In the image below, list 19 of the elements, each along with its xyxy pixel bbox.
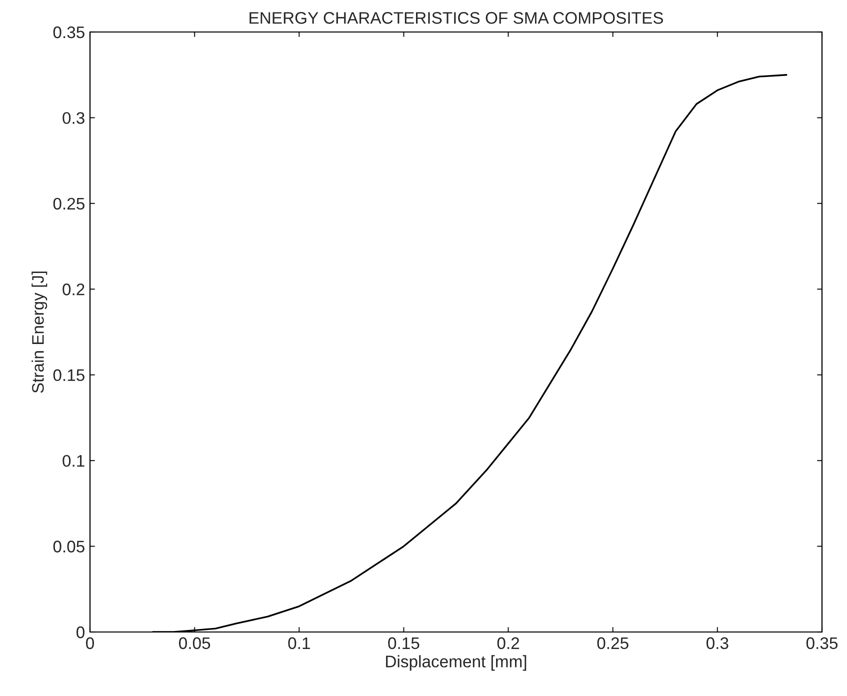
x-tick-label: 0.2 — [497, 637, 520, 650]
x-tick-label: 0.15 — [388, 637, 420, 650]
x-tick-label: 0.35 — [806, 637, 838, 650]
chart-title: ENERGY CHARACTERISTICS OF SMA COMPOSITES — [250, 12, 663, 24]
y-tick-label: 0.2 — [62, 284, 84, 296]
y-axis-title: Strain Energy [J] — [32, 272, 48, 393]
y-tick-label: 0.05 — [53, 540, 84, 552]
x-tick-label: 0.1 — [288, 637, 310, 650]
y-tick-label: 0.35 — [53, 26, 84, 38]
y-tick-label: 0.15 — [53, 369, 84, 382]
y-tick-label: 0.1 — [62, 454, 84, 467]
x-tick-label: 0.3 — [706, 637, 728, 650]
y-tick-label: 0 — [76, 626, 84, 638]
y-tick-label: 0.25 — [53, 198, 84, 210]
y-tick-label: 0.3 — [62, 112, 84, 124]
x-tick-label: 0 — [86, 637, 94, 650]
x-tick-label: 0.05 — [179, 637, 210, 650]
x-tick-label: 0.25 — [597, 637, 628, 650]
x-axis-title: Displacement [mm] — [386, 655, 526, 671]
